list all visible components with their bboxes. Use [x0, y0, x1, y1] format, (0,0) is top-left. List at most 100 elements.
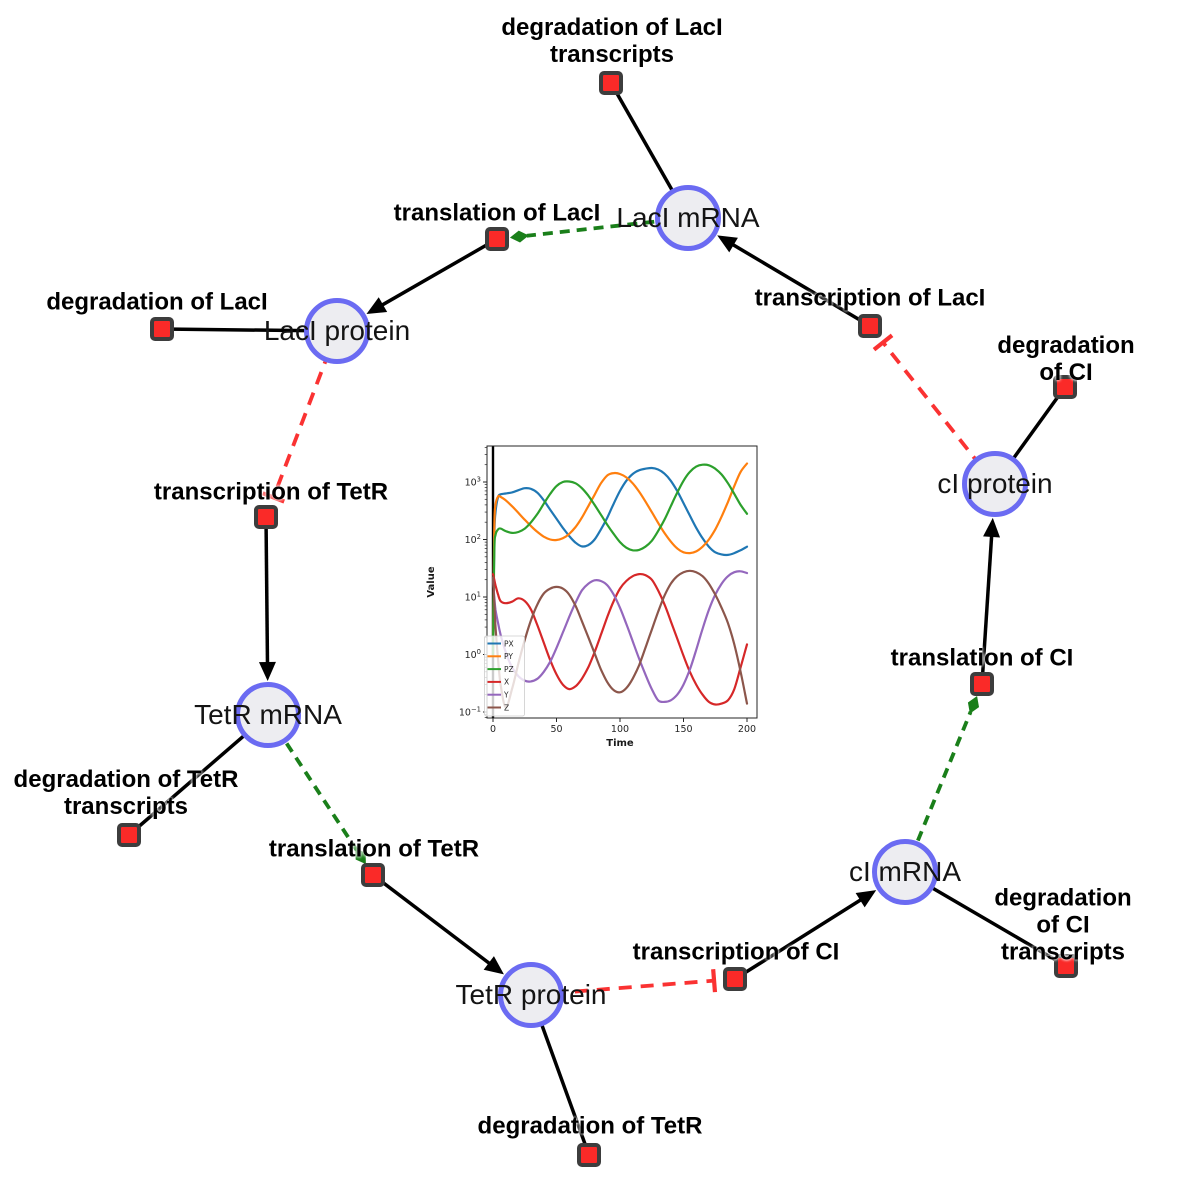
legend-entry-X: X — [487, 678, 509, 687]
chart-x-axis-label: Time — [606, 738, 634, 749]
reaction-node-deg-tetr[interactable] — [577, 1143, 601, 1167]
species-label-tetr-mrna: TetR mRNA — [194, 699, 342, 730]
arrowhead-icon — [717, 235, 738, 253]
species-label-ci-mrna: cI mRNA — [849, 856, 961, 887]
x-tick-label: 150 — [674, 724, 692, 735]
chart-curves — [491, 462, 749, 709]
diamond-arrowhead-icon — [509, 230, 529, 243]
reaction-node-deg-ci-transcripts[interactable] — [1054, 954, 1078, 978]
species-node-ci-protein[interactable] — [962, 451, 1028, 517]
reaction-label-deg-ci: degradation of CI — [997, 332, 1135, 386]
edge-line — [734, 897, 864, 981]
legend-label: PX — [504, 639, 514, 648]
species-node-laci-protein[interactable] — [304, 298, 370, 364]
legend-label: Y — [503, 691, 509, 700]
series-PZ-curve — [491, 463, 749, 656]
arrowhead-icon — [983, 517, 1001, 538]
legend-label: Z — [504, 703, 509, 712]
legend-label: PZ — [504, 665, 514, 674]
axes-frame — [486, 445, 758, 719]
x-tick-label: 100 — [611, 724, 629, 735]
reaction-node-translation-tetr[interactable] — [361, 863, 385, 887]
edge-line — [730, 242, 871, 328]
legend-entry-PZ: PZ — [487, 665, 514, 674]
edge-translation-ci-to-ci-protein — [980, 517, 1001, 685]
chart-plot-group: 0 50 100 150 200 103 102 101 100 10−1 PX PY PZ XYZ — [459, 445, 758, 735]
reaction-label-transcription-ci: transcription of CI — [632, 938, 840, 966]
edge-ci-mrna-to-translation-ci — [903, 696, 980, 873]
y-tick-label: 102 — [465, 533, 481, 546]
x-tick-label: 200 — [738, 724, 756, 735]
series-Y-curve — [491, 570, 749, 704]
reaction-label-deg-tetr: degradation of TetR — [477, 1112, 703, 1140]
legend-entry-PX: PX — [487, 639, 514, 648]
reaction-node-translation-ci[interactable] — [970, 672, 994, 696]
edge-transcription-tetr-to-tetr-mrna — [258, 516, 276, 682]
species-node-ci-mrna[interactable] — [872, 839, 938, 905]
y-tick-label: 103 — [465, 476, 481, 489]
species-label-tetr-protein: TetR protein — [455, 979, 607, 1010]
species-node-tetr-protein[interactable] — [498, 962, 564, 1028]
diamond-arrowhead-icon — [967, 696, 980, 714]
reaction-node-deg-laci-transcripts[interactable] — [599, 71, 623, 95]
reaction-label-deg-laci-transcripts: degradation of LacI transcripts — [501, 14, 723, 68]
edge-laci-mrna-to-translation-laci — [509, 216, 689, 243]
species-label-laci-protein: LacI protein — [263, 315, 411, 346]
legend-entry-Z: Z — [487, 703, 509, 712]
reaction-label-transcription-tetr: transcription of TetR — [153, 478, 389, 506]
reaction-label-deg-ci-transcripts: degradation of CI transcripts — [994, 884, 1132, 966]
series-PY-curve — [491, 462, 749, 656]
y-tick-label: 100 — [465, 648, 481, 661]
arrowhead-icon — [483, 956, 504, 975]
series-X-curve — [491, 572, 749, 706]
y-tick-label: 101 — [465, 591, 481, 604]
reaction-label-translation-laci: translation of LacI — [393, 199, 601, 227]
reaction-label-transcription-laci: transcription of LacI — [754, 284, 986, 312]
reaction-node-transcription-ci[interactable] — [723, 967, 747, 991]
chart-svg: 0 50 100 150 200 103 102 101 100 10−1 PX PY PZ XYZ Ti… — [426, 445, 758, 749]
species-node-tetr-mrna[interactable] — [235, 682, 301, 748]
species-label-laci-mrna: LacI mRNA — [616, 202, 760, 233]
edge-translation-laci-to-laci-protein — [366, 237, 498, 315]
edge-line — [379, 237, 498, 308]
tee-inhibitor-icon — [261, 491, 285, 504]
chart-legend: PX PY PZ XYZ — [484, 635, 525, 717]
legend-entry-PY: PY — [487, 652, 513, 661]
edge-translation-tetr-to-tetr-protein — [371, 873, 504, 975]
reaction-node-translation-laci[interactable] — [485, 227, 509, 251]
edge-line — [980, 533, 994, 685]
edge-line — [903, 711, 973, 873]
edge-line — [371, 873, 493, 967]
reaction-label-deg-laci: degradation of LacI — [46, 288, 268, 316]
species-node-laci-mrna[interactable] — [655, 185, 721, 251]
arrowhead-icon — [366, 297, 388, 315]
reaction-label-translation-ci: translation of CI — [890, 644, 1074, 672]
tee-inhibitor-icon — [711, 969, 718, 993]
reaction-node-transcription-laci[interactable] — [858, 314, 882, 338]
series-Z-curve — [491, 569, 749, 709]
reaction-node-deg-laci[interactable] — [150, 317, 174, 341]
legend-label: X — [504, 678, 509, 687]
species-label-ci-protein: cI protein — [937, 468, 1053, 499]
edge-transcription-ci-to-ci-mrna — [734, 890, 877, 981]
diamond-arrowhead-icon — [355, 848, 366, 865]
arrowhead-icon — [855, 890, 877, 908]
reaction-node-deg-tetr-transcripts[interactable] — [117, 823, 141, 847]
edge-line — [264, 516, 270, 666]
time-series-chart: 0 50 100 150 200 103 102 101 100 10−1 PX PY PZ X Y Z Ti… — [425, 430, 770, 760]
reaction-label-translation-tetr: translation of TetR — [268, 835, 480, 863]
y-tick-label: 10−1 — [459, 706, 481, 719]
edge-transcription-laci-to-laci-mrna — [717, 235, 871, 328]
arrowhead-icon — [258, 661, 276, 682]
reaction-node-deg-ci[interactable] — [1053, 375, 1077, 399]
series-PX-curve — [491, 466, 749, 656]
x-tick-label: 50 — [550, 724, 562, 735]
reaction-label-deg-tetr-transcripts: degradation of TetR transcripts — [13, 766, 239, 820]
x-tick-label: 0 — [490, 724, 496, 735]
reaction-node-transcription-tetr[interactable] — [254, 505, 278, 529]
legend-entry-Y: Y — [487, 691, 509, 700]
legend-label: PY — [504, 652, 513, 661]
chart-y-axis-label: Value — [426, 566, 437, 597]
tee-inhibitor-icon — [872, 333, 894, 352]
